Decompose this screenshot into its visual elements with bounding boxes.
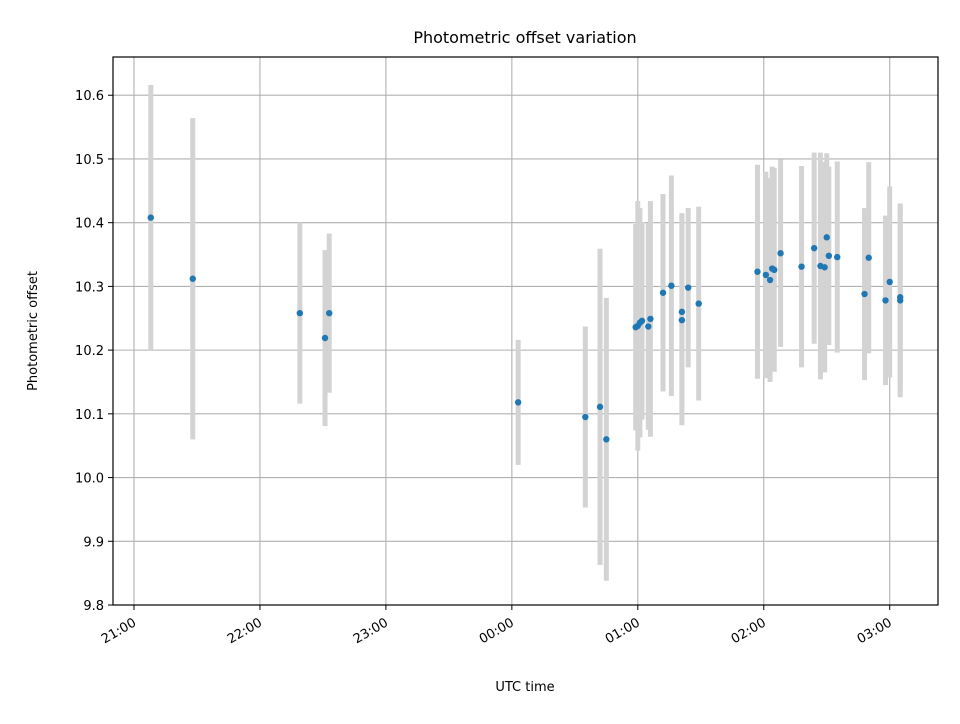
data-point [684,284,692,291]
data-point [766,276,774,284]
data-points [147,214,904,443]
data-point [861,290,868,298]
data-point [668,282,675,289]
data-point [147,214,154,221]
y-axis-ticks: 9.8 9.9 10.0 10.1 10.2 10.3 10.4 10.5 10.6 [75,89,113,614]
y-axis-label: Photometric offset [26,271,41,391]
data-point [762,271,770,279]
x-axis-label: UTC time [495,680,554,695]
data-point [514,399,522,406]
y-tick-label: 10.4 [75,217,104,232]
data-point [823,234,830,241]
data-point [810,244,818,252]
data-point [865,254,872,261]
data-point [582,413,589,421]
plot-frame [112,56,939,606]
data-point [825,252,833,260]
data-point [695,300,702,307]
data-point [897,294,904,301]
data-point [659,289,667,296]
data-point [678,308,686,316]
y-tick-label: 9.8 [83,599,104,614]
data-point [189,275,196,282]
data-point [798,263,805,270]
chart-title: Photometric offset variation [413,28,636,47]
data-point [645,323,652,330]
data-point [834,253,841,261]
data-point [321,334,329,342]
data-point [326,309,333,317]
data-point [886,278,893,286]
y-tick-label: 9.9 [83,535,104,550]
y-tick-label: 10.1 [75,408,104,423]
y-tick-label: 10.6 [75,89,104,104]
data-point [596,403,604,411]
data-point [882,297,889,304]
data-point [678,316,686,324]
data-point [754,268,761,275]
y-tick-label: 10.0 [75,472,104,487]
y-tick-label: 10.5 [75,153,104,168]
data-point [638,317,646,325]
data-point [821,264,828,271]
data-point [296,309,304,317]
data-point [603,436,610,443]
data-point [771,266,778,274]
data-point [777,250,784,257]
y-tick-label: 10.3 [75,280,104,295]
y-tick-label: 10.2 [75,344,104,359]
data-point [647,315,654,323]
